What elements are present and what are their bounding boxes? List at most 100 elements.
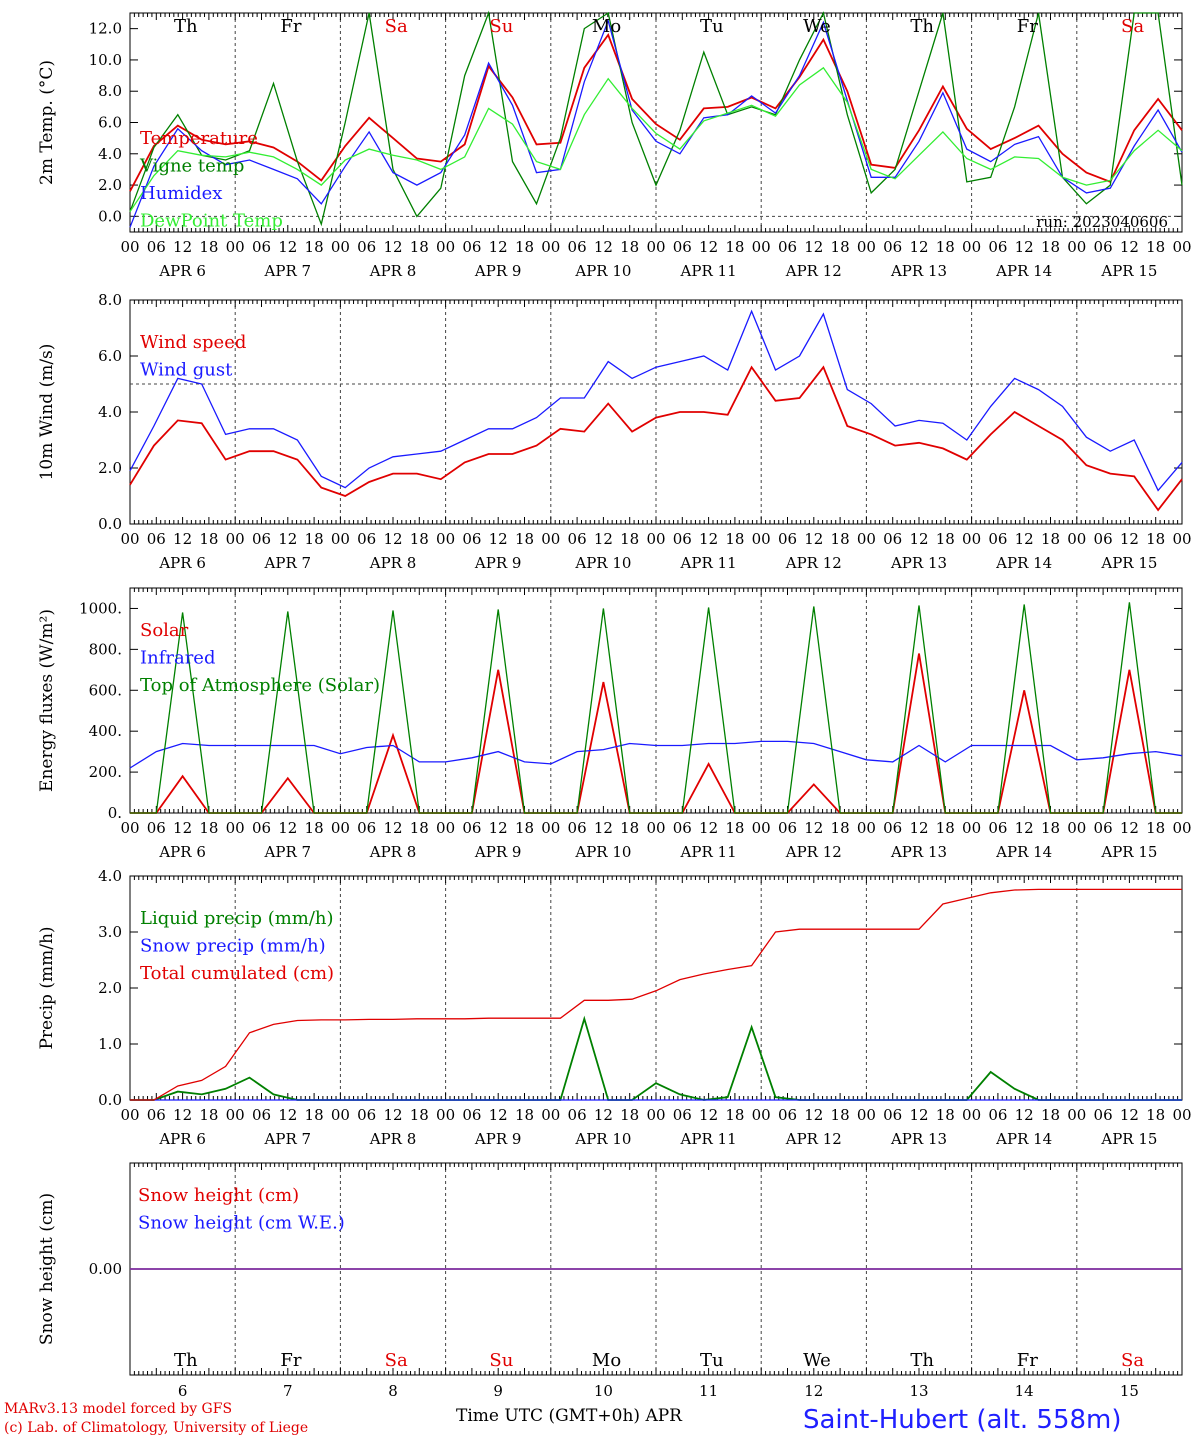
hour-label: 18 xyxy=(305,1106,324,1124)
hour-label: 00 xyxy=(752,1106,771,1124)
hour-label: 12 xyxy=(383,238,402,256)
hour-label: 06 xyxy=(357,530,376,548)
hour-label: 00 xyxy=(1172,1106,1191,1124)
hour-label: 12 xyxy=(1015,819,1034,837)
hour-label: 00 xyxy=(1172,238,1191,256)
hour-label: 18 xyxy=(305,238,324,256)
day-number: 11 xyxy=(699,1382,718,1400)
legend-entry: Infrared xyxy=(140,648,215,669)
date-label: APR 6 xyxy=(158,843,206,861)
date-label: APR 12 xyxy=(785,554,842,572)
hour-label: 12 xyxy=(173,238,192,256)
legend-entry: Top of Atmosphere (Solar) xyxy=(140,675,380,696)
hour-label: 06 xyxy=(673,819,692,837)
hour-label: 12 xyxy=(278,238,297,256)
hour-label: 18 xyxy=(936,819,955,837)
hour-label: 12 xyxy=(489,238,508,256)
hour-label: 00 xyxy=(857,819,876,837)
y-tick-label: 0.0 xyxy=(98,515,122,533)
day-name: Fr xyxy=(280,1350,301,1371)
hour-label: 18 xyxy=(1146,819,1165,837)
date-label: APR 9 xyxy=(474,1130,522,1148)
hour-label: 06 xyxy=(462,1106,481,1124)
hour-label: 00 xyxy=(646,238,665,256)
hour-label: 18 xyxy=(199,1106,218,1124)
hour-label: 00 xyxy=(962,819,981,837)
hour-label: 00 xyxy=(331,238,350,256)
date-label: APR 11 xyxy=(680,262,737,280)
hour-label: 12 xyxy=(383,1106,402,1124)
y-tick-label: 400. xyxy=(89,722,122,740)
legend-entry: Total cumulated (cm) xyxy=(140,963,334,984)
hour-label: 00 xyxy=(646,819,665,837)
hour-label: 06 xyxy=(357,819,376,837)
hour-label: 06 xyxy=(883,819,902,837)
hour-label: 06 xyxy=(568,819,587,837)
date-label: APR 11 xyxy=(680,1130,737,1148)
hour-label: 00 xyxy=(541,1106,560,1124)
hour-label: 18 xyxy=(410,819,429,837)
hour-label: 18 xyxy=(725,530,744,548)
y-tick-label: 4.0 xyxy=(98,403,122,421)
y-tick-label: 0.0 xyxy=(98,1091,122,1109)
day-name: Fr xyxy=(280,16,301,37)
date-label: APR 9 xyxy=(474,262,522,280)
hour-label: 12 xyxy=(804,1106,823,1124)
hour-label: 12 xyxy=(1120,819,1139,837)
date-label: APR 8 xyxy=(369,843,417,861)
day-name: Fr xyxy=(1017,1350,1038,1371)
hour-label: 18 xyxy=(831,238,850,256)
series-line-3 xyxy=(130,888,1182,1101)
y-tick-label: 6.0 xyxy=(98,347,122,365)
hour-label: 12 xyxy=(804,530,823,548)
hour-label: 12 xyxy=(173,1106,192,1124)
date-label: APR 7 xyxy=(264,843,312,861)
date-label: APR 7 xyxy=(264,554,312,572)
hour-label: 00 xyxy=(541,530,560,548)
hour-label: 12 xyxy=(699,530,718,548)
hour-label: 18 xyxy=(725,238,744,256)
hour-label: 18 xyxy=(515,530,534,548)
hour-label: 12 xyxy=(699,1106,718,1124)
date-label: APR 10 xyxy=(574,262,631,280)
y-tick-label: 1.0 xyxy=(98,1035,122,1053)
hour-label: 18 xyxy=(515,819,534,837)
day-name: We xyxy=(803,16,831,37)
hour-label: 00 xyxy=(331,530,350,548)
panel-4 xyxy=(129,875,1183,1101)
hour-label: 00 xyxy=(541,819,560,837)
hour-label: 00 xyxy=(857,1106,876,1124)
date-label: APR 8 xyxy=(369,262,417,280)
hour-label: 00 xyxy=(120,530,139,548)
hour-label: 06 xyxy=(778,819,797,837)
panel-5 xyxy=(129,1162,1183,1376)
day-number: 6 xyxy=(178,1382,188,1400)
hour-label: 00 xyxy=(1067,1106,1086,1124)
hour-label: 12 xyxy=(383,819,402,837)
hour-label: 00 xyxy=(857,238,876,256)
hour-label: 00 xyxy=(1172,530,1191,548)
hour-label: 12 xyxy=(489,819,508,837)
y-axis-label: Precip (mm/h) xyxy=(37,926,57,1049)
hour-label: 12 xyxy=(804,238,823,256)
day-name: Th xyxy=(174,16,198,37)
hour-label: 18 xyxy=(831,819,850,837)
hour-label: 06 xyxy=(357,1106,376,1124)
series-line-1 xyxy=(129,365,1183,512)
hour-label: 12 xyxy=(173,819,192,837)
hour-label: 18 xyxy=(1041,530,1060,548)
hour-label: 00 xyxy=(226,238,245,256)
hour-label: 06 xyxy=(252,819,271,837)
day-name: Th xyxy=(174,1350,198,1371)
hour-label: 18 xyxy=(410,1106,429,1124)
hour-label: 06 xyxy=(883,238,902,256)
hour-label: 12 xyxy=(594,238,613,256)
hour-label: 06 xyxy=(1094,238,1113,256)
day-name: Sa xyxy=(1121,16,1144,37)
hour-label: 12 xyxy=(1015,530,1034,548)
legend-entry: Wind speed xyxy=(140,332,246,353)
hour-label: 12 xyxy=(278,819,297,837)
day-name: We xyxy=(803,1350,831,1371)
hour-label: 00 xyxy=(436,1106,455,1124)
hour-label: 00 xyxy=(962,1106,981,1124)
